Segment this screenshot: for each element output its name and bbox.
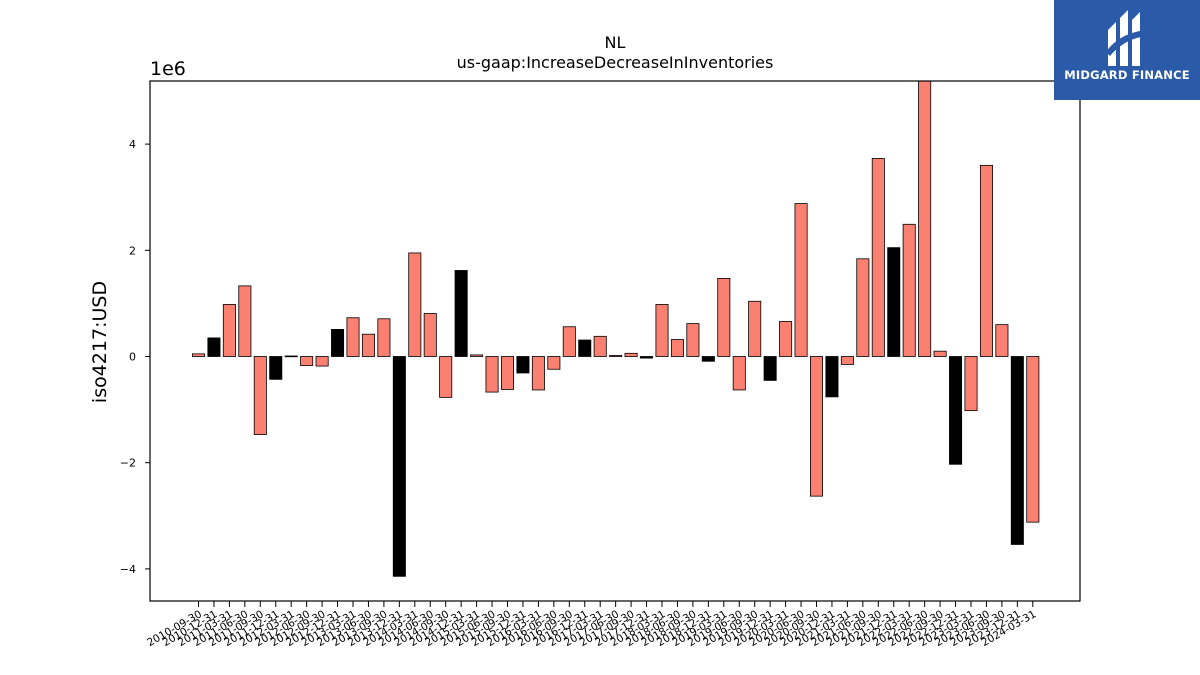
bar-2023-09-30 <box>995 324 1009 357</box>
bar-2014-09-30 <box>439 356 453 398</box>
bar-2015-06-30 <box>485 356 499 393</box>
bar-2013-09-30 <box>377 318 391 357</box>
bar-2023-06-30 <box>979 164 993 357</box>
bar-2019-03-31 <box>717 278 731 357</box>
y-tick-label: 4 <box>129 138 136 151</box>
bar-2021-09-30 <box>871 158 885 357</box>
bar-2022-12-31 <box>949 356 963 465</box>
plot-frame <box>149 80 1081 602</box>
bar-2016-12-31 <box>578 339 592 357</box>
bar-2019-06-30 <box>732 356 746 391</box>
bar-2015-09-30 <box>500 356 514 390</box>
chart-subtitle: us-gaap:IncreaseDecreaseInInventories <box>457 53 774 72</box>
bar-2022-06-30 <box>918 80 932 357</box>
bar-2015-12-31 <box>516 356 530 374</box>
y-tick-label: 0 <box>129 351 136 364</box>
bar-2017-06-30 <box>609 355 623 357</box>
bar-2020-09-30 <box>810 356 824 497</box>
bar-2012-12-31 <box>331 329 345 357</box>
y-tick-label: −2 <box>120 457 136 470</box>
bar-2023-12-31 <box>1010 356 1024 545</box>
midgard-logo: MIDGARD FINANCE <box>1054 0 1200 100</box>
bar-2011-03-31 <box>222 304 236 357</box>
bar-2020-03-31 <box>779 321 793 357</box>
bar-2016-06-30 <box>547 356 561 370</box>
x-ticks-group: 2010-09-302010-12-312011-03-312011-06-30… <box>145 601 1038 649</box>
bar-2022-09-30 <box>933 350 947 357</box>
y-tick-label: 2 <box>129 244 136 257</box>
bar-2020-06-30 <box>794 203 808 357</box>
bar-2010-12-31 <box>207 337 221 357</box>
logo-text: MIDGARD FINANCE <box>1064 68 1190 82</box>
y-offset-text: 1e6 <box>150 58 186 80</box>
bar-2010-09-30 <box>191 353 205 357</box>
bar-2019-09-30 <box>748 300 762 357</box>
bar-2016-03-31 <box>531 356 545 391</box>
bar-2017-09-30 <box>624 352 638 357</box>
y-ticks-group: −4 −2 0 2 4 <box>120 138 150 576</box>
y-axis-label: iso4217:USD <box>89 281 111 403</box>
bar-2011-12-31 <box>269 356 283 380</box>
bar-2013-12-31 <box>392 356 406 577</box>
bar-2021-12-31 <box>887 247 901 357</box>
bar-2018-12-31 <box>701 356 715 362</box>
bar-2013-03-31 <box>346 317 360 357</box>
bar-2018-03-31 <box>655 304 669 357</box>
bar-2012-09-30 <box>315 356 329 367</box>
bar-2018-09-30 <box>686 323 700 357</box>
bar-2011-09-30 <box>253 356 267 435</box>
bar-2012-03-31 <box>284 355 298 358</box>
bar-2013-06-30 <box>361 333 375 357</box>
bar-2011-06-30 <box>238 285 252 357</box>
chart-title: NL <box>605 33 626 52</box>
bar-2015-03-31 <box>470 354 484 357</box>
bar-2014-12-31 <box>454 270 468 357</box>
bar-2017-03-31 <box>593 335 607 357</box>
bar-2021-03-31 <box>840 356 854 365</box>
bar-2023-03-31 <box>964 356 978 412</box>
bar-2016-09-30 <box>562 326 576 357</box>
y-tick-label: −4 <box>120 563 136 576</box>
bar-2022-03-31 <box>902 223 916 357</box>
bar-2012-06-30 <box>300 356 314 366</box>
bar-2014-06-30 <box>423 313 437 357</box>
bars-group <box>191 80 1040 577</box>
bar-2024-03-31 <box>1026 356 1040 523</box>
midgard-logo-icon <box>1106 10 1146 66</box>
bar-2020-12-31 <box>825 356 839 398</box>
bar-2019-12-31 <box>763 356 777 381</box>
bar-2014-03-31 <box>408 252 422 357</box>
bar-2017-12-31 <box>640 356 654 359</box>
bar-2018-06-30 <box>670 339 684 357</box>
bar-2021-06-30 <box>856 258 870 357</box>
